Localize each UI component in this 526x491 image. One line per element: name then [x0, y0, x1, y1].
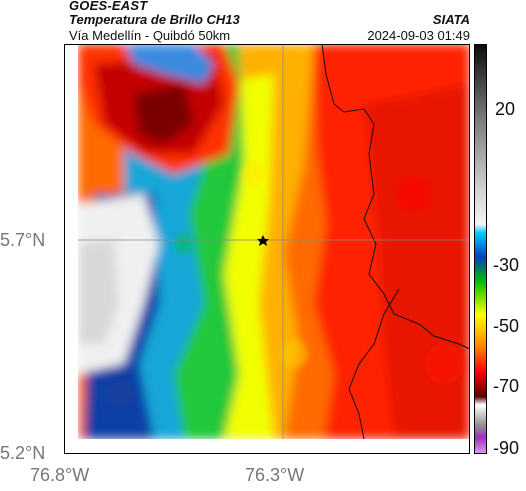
texture-layer: [105, 162, 464, 408]
satellite-title: GOES-EAST: [69, 0, 148, 13]
map-left-blank: [64, 44, 78, 454]
colorbar-label-minus90: -90: [493, 438, 520, 458]
colorbar: [474, 44, 487, 454]
brightness-temperature-map: [64, 44, 470, 454]
map-border: [64, 44, 470, 454]
timestamp: 2024-09-03 01:49: [367, 28, 470, 43]
lon-label-center: 76.3°W: [245, 465, 305, 485]
colorbar-gradient: [474, 44, 487, 454]
colorbar-label-20: 20: [495, 99, 516, 119]
product-title: Temperatura de Brillo CH13: [69, 12, 240, 27]
lat-label-lower: 5.2°N: [0, 443, 46, 463]
lat-label-upper: 5.7°N: [0, 230, 46, 250]
temperature-field: [78, 44, 470, 439]
lon-label-left: 76.8°W: [30, 465, 90, 485]
route-subtitle: Vía Medellín - Quibdó 50km: [69, 28, 231, 43]
star-marker-icon: [257, 235, 269, 246]
map-footer-blank: [64, 439, 470, 454]
colorbar-label-minus70: -70: [493, 376, 520, 396]
colorbar-label-minus30: -30: [493, 255, 520, 275]
coastline-border: [321, 44, 470, 440]
colorbar-label-minus50: -50: [493, 316, 520, 336]
colorbar-border: [474, 44, 487, 454]
agency-label: SIATA: [432, 12, 470, 27]
